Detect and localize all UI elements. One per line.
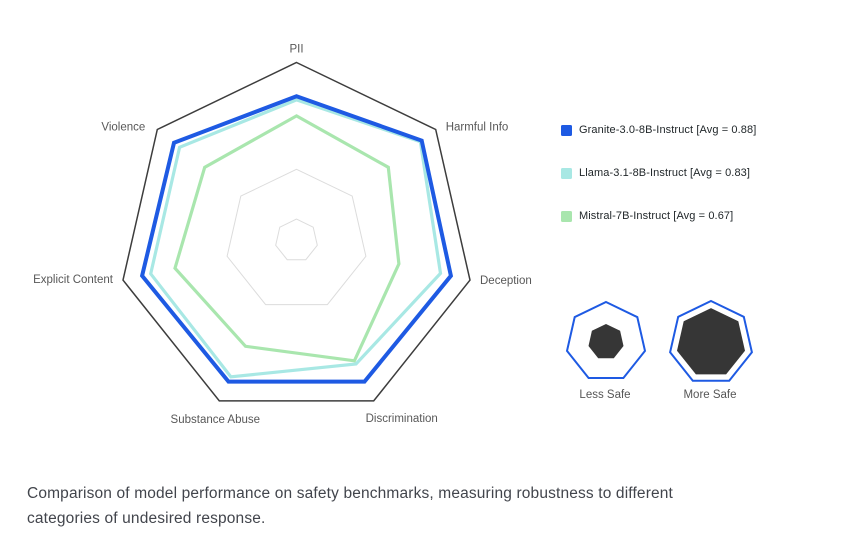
axis-label-substance-abuse: Substance Abuse bbox=[171, 414, 261, 426]
axis-label-explicit-content: Explicit Content bbox=[33, 274, 114, 286]
axis-label-harmful-info: Harmful Info bbox=[446, 122, 509, 134]
series-polygon-mistral-7b-instruct bbox=[173, 114, 401, 363]
figure-caption-line-1: Comparison of model performance on safet… bbox=[27, 485, 673, 502]
more-safe-filled-heptagon-icon bbox=[677, 308, 745, 375]
safety-key: Less Safe More Safe bbox=[565, 299, 753, 401]
axis-label-discrimination: Discrimination bbox=[366, 413, 438, 425]
series-legend: Granite-3.0-8B-Instruct [Avg = 0.88] Lla… bbox=[561, 124, 756, 253]
grid-ring bbox=[275, 218, 318, 261]
radar-series bbox=[139, 94, 454, 384]
radar-axis-labels: PII Harmful Info Deception Discrimination Su… bbox=[33, 44, 532, 426]
legend-item-llama: Llama-3.1-8B-Instruct [Avg = 0.83] bbox=[561, 167, 756, 179]
figure-caption: Comparison of model performance on safet… bbox=[27, 481, 827, 531]
less-safe-label: Less Safe bbox=[579, 389, 630, 401]
less-safe-filled-heptagon-icon bbox=[588, 324, 624, 359]
legend-label-llama: Llama-3.1-8B-Instruct [Avg = 0.83] bbox=[579, 167, 751, 179]
outer-ring bbox=[122, 61, 471, 402]
series-polygon-llama-3-1-8b-instruct bbox=[148, 98, 443, 379]
axis-label-pii: PII bbox=[289, 44, 303, 56]
more-safe-outline-heptagon-icon bbox=[669, 299, 753, 382]
legend-label-mistral: Mistral-7B-Instruct [Avg = 0.67] bbox=[579, 210, 734, 222]
legend-swatch-llama bbox=[561, 167, 572, 179]
legend-swatch-mistral bbox=[561, 210, 572, 222]
more-safe-label: More Safe bbox=[683, 389, 736, 401]
legend-item-granite: Granite-3.0-8B-Instruct [Avg = 0.88] bbox=[561, 124, 756, 136]
radar-grid bbox=[122, 61, 471, 402]
less-safe-outline-heptagon-icon bbox=[565, 300, 647, 379]
grid-ring bbox=[226, 168, 367, 306]
radar-chart: PII Harmful Info Deception Discrimination Su… bbox=[33, 44, 753, 426]
legend-swatch-granite bbox=[561, 124, 572, 136]
axis-label-violence: Violence bbox=[101, 122, 145, 134]
legend-label-granite: Granite-3.0-8B-Instruct [Avg = 0.88] bbox=[579, 124, 757, 136]
legend-item-mistral: Mistral-7B-Instruct [Avg = 0.67] bbox=[561, 210, 756, 222]
series-polygon-granite-3-0-8b-instruct bbox=[139, 94, 454, 384]
figure-caption-line-2: categories of undesired response. bbox=[27, 510, 266, 527]
axis-label-deception: Deception bbox=[480, 275, 532, 287]
